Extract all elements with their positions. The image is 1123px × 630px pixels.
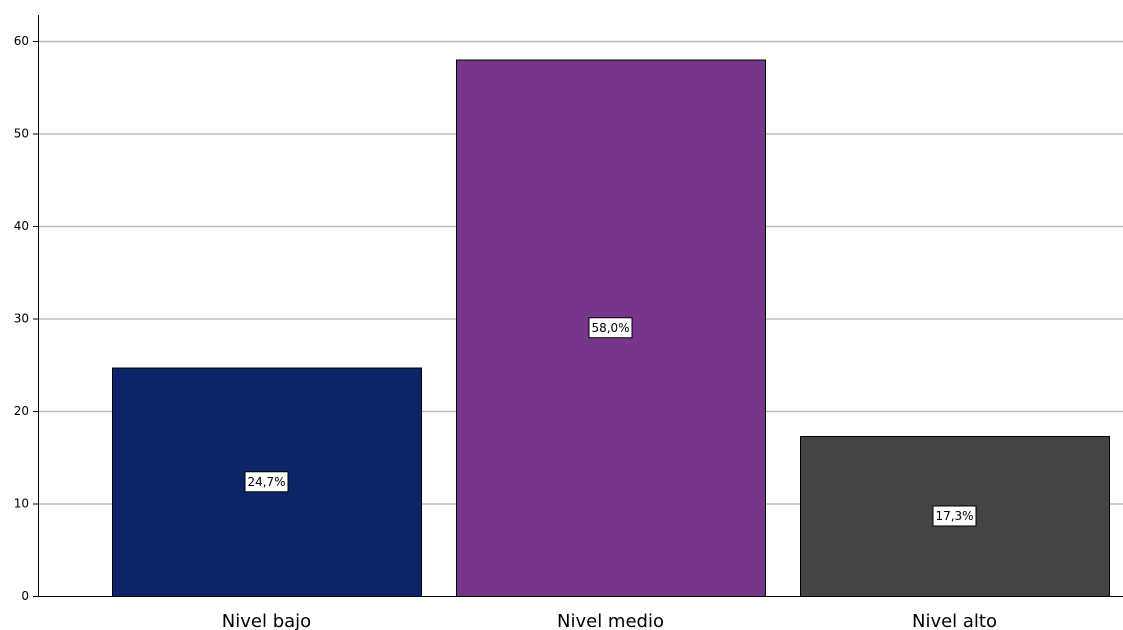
data-label-text: 24,7% bbox=[247, 475, 285, 489]
data-label: 17,3% bbox=[932, 505, 977, 527]
y-tick-label: 30 bbox=[14, 312, 29, 326]
y-tick-label: 40 bbox=[14, 219, 29, 233]
data-label-text: 17,3% bbox=[935, 509, 973, 523]
y-tick-label: 60 bbox=[14, 34, 29, 48]
data-label-box bbox=[588, 317, 633, 339]
x-category-label: Nivel bajo bbox=[222, 611, 311, 630]
axes: 0 10 20 30 40 50 60 Nivel bajo Nivel medio Nivel … bbox=[14, 15, 1123, 630]
y-tick-label: 0 bbox=[21, 589, 29, 603]
y-tick-label: 20 bbox=[14, 404, 29, 418]
data-labels: 24,7% 58,0% 17,3% bbox=[244, 317, 977, 527]
data-label: 24,7% bbox=[244, 471, 289, 493]
y-tick-label: 10 bbox=[14, 497, 29, 511]
data-label-box bbox=[932, 505, 977, 527]
x-category-label: Nivel medio bbox=[557, 611, 664, 630]
data-label-box bbox=[244, 471, 289, 493]
data-label: 58,0% bbox=[588, 317, 633, 339]
data-label-text: 58,0% bbox=[591, 321, 629, 335]
x-category-label: Nivel alto bbox=[912, 611, 997, 630]
y-tick-label: 50 bbox=[14, 127, 29, 141]
